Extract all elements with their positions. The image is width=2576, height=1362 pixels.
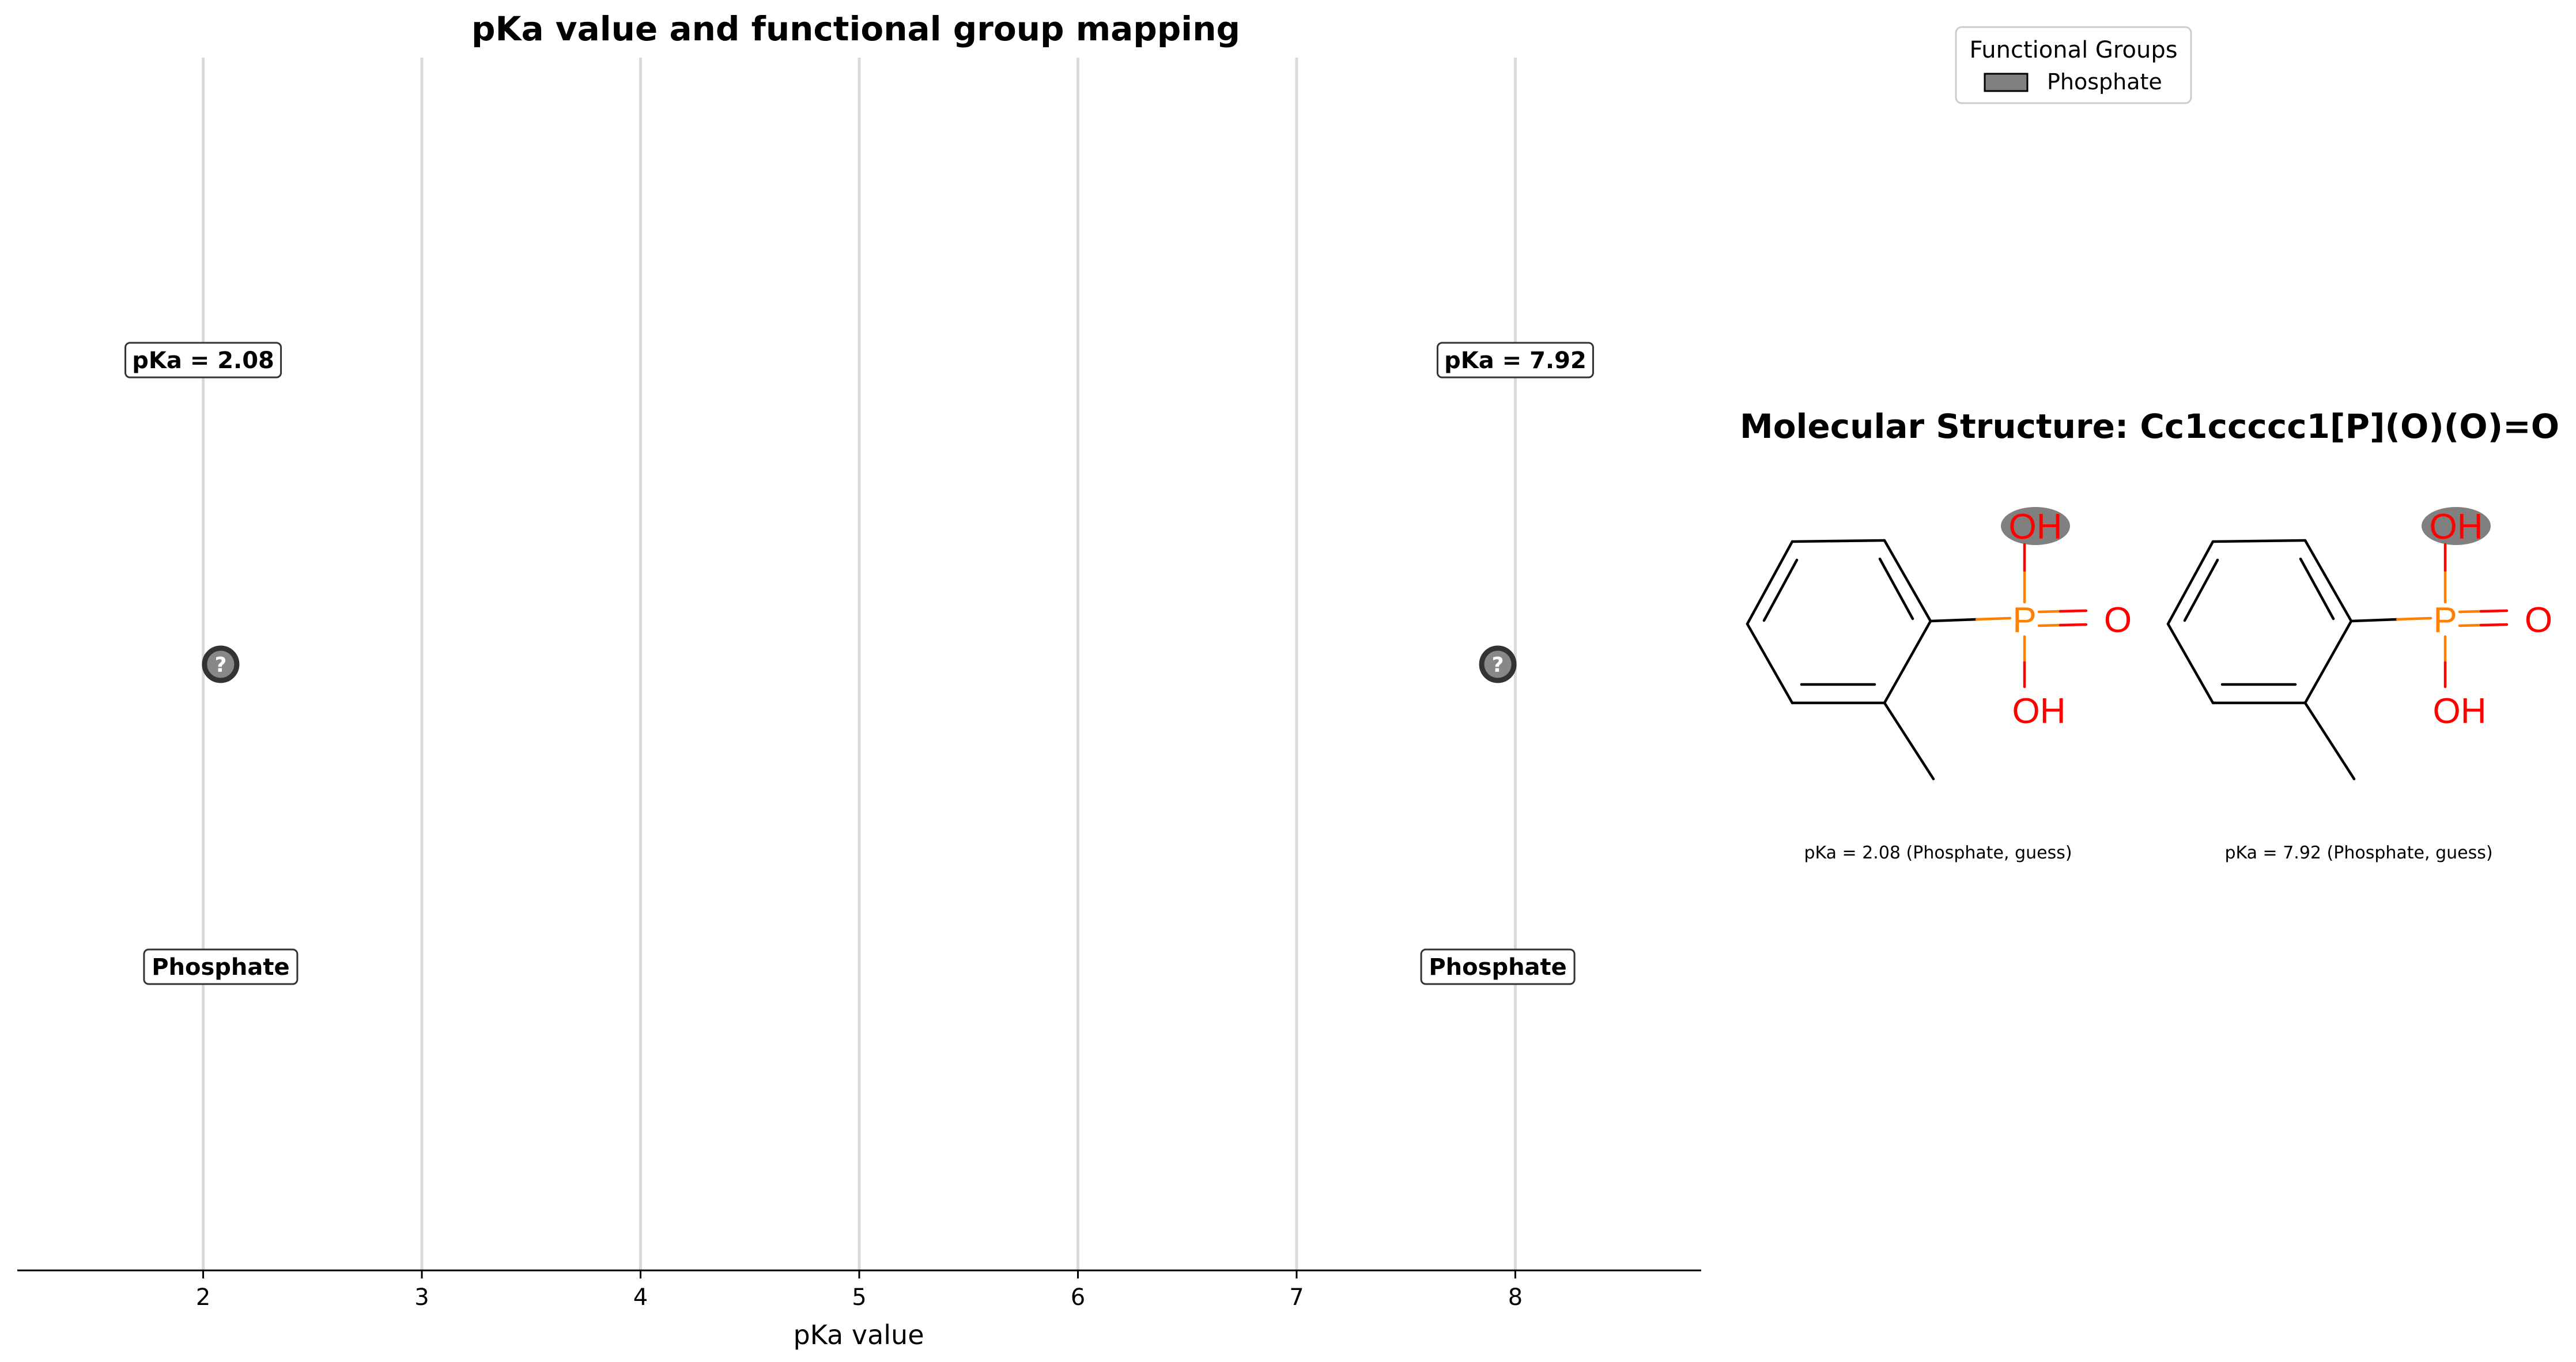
benzene-ring-1: [1746, 539, 1978, 781]
point-marker-2: [1479, 645, 1517, 683]
structure-panel: Molecular Structure: Cc1ccccc1[P](O)(O)=…: [1740, 407, 2559, 863]
x-tick-label-5: 5: [852, 1284, 866, 1311]
point-marker-label-2: ?: [1492, 653, 1504, 677]
x-axis-label: pKa value: [793, 1319, 924, 1350]
x-tick-label-6: 6: [1071, 1284, 1085, 1311]
atom-p-2: P: [2433, 600, 2457, 640]
phosphate-bonds-1: [1975, 543, 2088, 688]
legend-label-phosphate: Phosphate: [2047, 69, 2162, 94]
molecule-caption-2: pKa = 7.92 (Phosphate, guess): [2224, 843, 2492, 863]
legend-swatch-phosphate: [1984, 73, 2029, 92]
group-label-box-2: [1420, 948, 1576, 985]
legend: Functional Groups Phosphate: [1955, 26, 2192, 104]
highlight-oh-1: [2001, 507, 2070, 545]
x-tick-label-7: 7: [1289, 1284, 1304, 1311]
structure-title: Molecular Structure: Cc1ccccc1[P](O)(O)=…: [1740, 407, 2559, 446]
atom-oh-bottom-1: OH: [2012, 691, 2066, 731]
group-label-2: Phosphate: [1429, 954, 1566, 981]
value-label-box-2: [1436, 342, 1594, 379]
x-tick-label-3: 3: [414, 1284, 429, 1311]
molecule-1: P O OH OH pKa = 2.08 (Phosphate, guess): [1746, 507, 2132, 863]
atom-oh-top-1: OH: [2009, 507, 2063, 547]
point-marker-label-1: ?: [214, 653, 226, 677]
legend-title: Functional Groups: [1969, 37, 2177, 63]
grid-lines: [202, 58, 1517, 1270]
value-label-1: pKa = 2.08: [132, 347, 274, 374]
pka-mapping-chart: pKa value and functional group mapping 2…: [17, 9, 1701, 1350]
group-label-box-1: [143, 948, 299, 985]
phosphate-bonds-2: [2396, 543, 2509, 688]
value-label-2: pKa = 7.92: [1444, 347, 1587, 374]
molecule-caption-1: pKa = 2.08 (Phosphate, guess): [1804, 843, 2072, 863]
value-label-box-1: [124, 342, 282, 379]
atom-o-double-1: O: [2104, 600, 2132, 640]
x-tick-label-8: 8: [1508, 1284, 1523, 1311]
x-axis-ticks: 2 3 4 5 6 7 8: [196, 1270, 1523, 1311]
data-points: pKa = 2.08? Phosphate pKa = 7.92? Phosphate: [124, 342, 1594, 985]
molecule-2: P O OH OH pKa = 7.92 (Phosphate, guess): [2166, 507, 2552, 863]
atom-o-double-2: O: [2525, 600, 2552, 640]
atom-oh-top-2: OH: [2430, 507, 2483, 547]
group-label-1: Phosphate: [152, 954, 289, 981]
benzene-ring-2: [2166, 539, 2399, 781]
atom-p-1: P: [2012, 600, 2036, 640]
chart-title: pKa value and functional group mapping: [471, 9, 1240, 48]
highlight-oh-2: [2422, 507, 2491, 545]
x-tick-label-4: 4: [633, 1284, 648, 1311]
point-marker-1: [202, 645, 240, 683]
atom-oh-bottom-2: OH: [2433, 691, 2487, 731]
x-tick-label-2: 2: [196, 1284, 210, 1311]
